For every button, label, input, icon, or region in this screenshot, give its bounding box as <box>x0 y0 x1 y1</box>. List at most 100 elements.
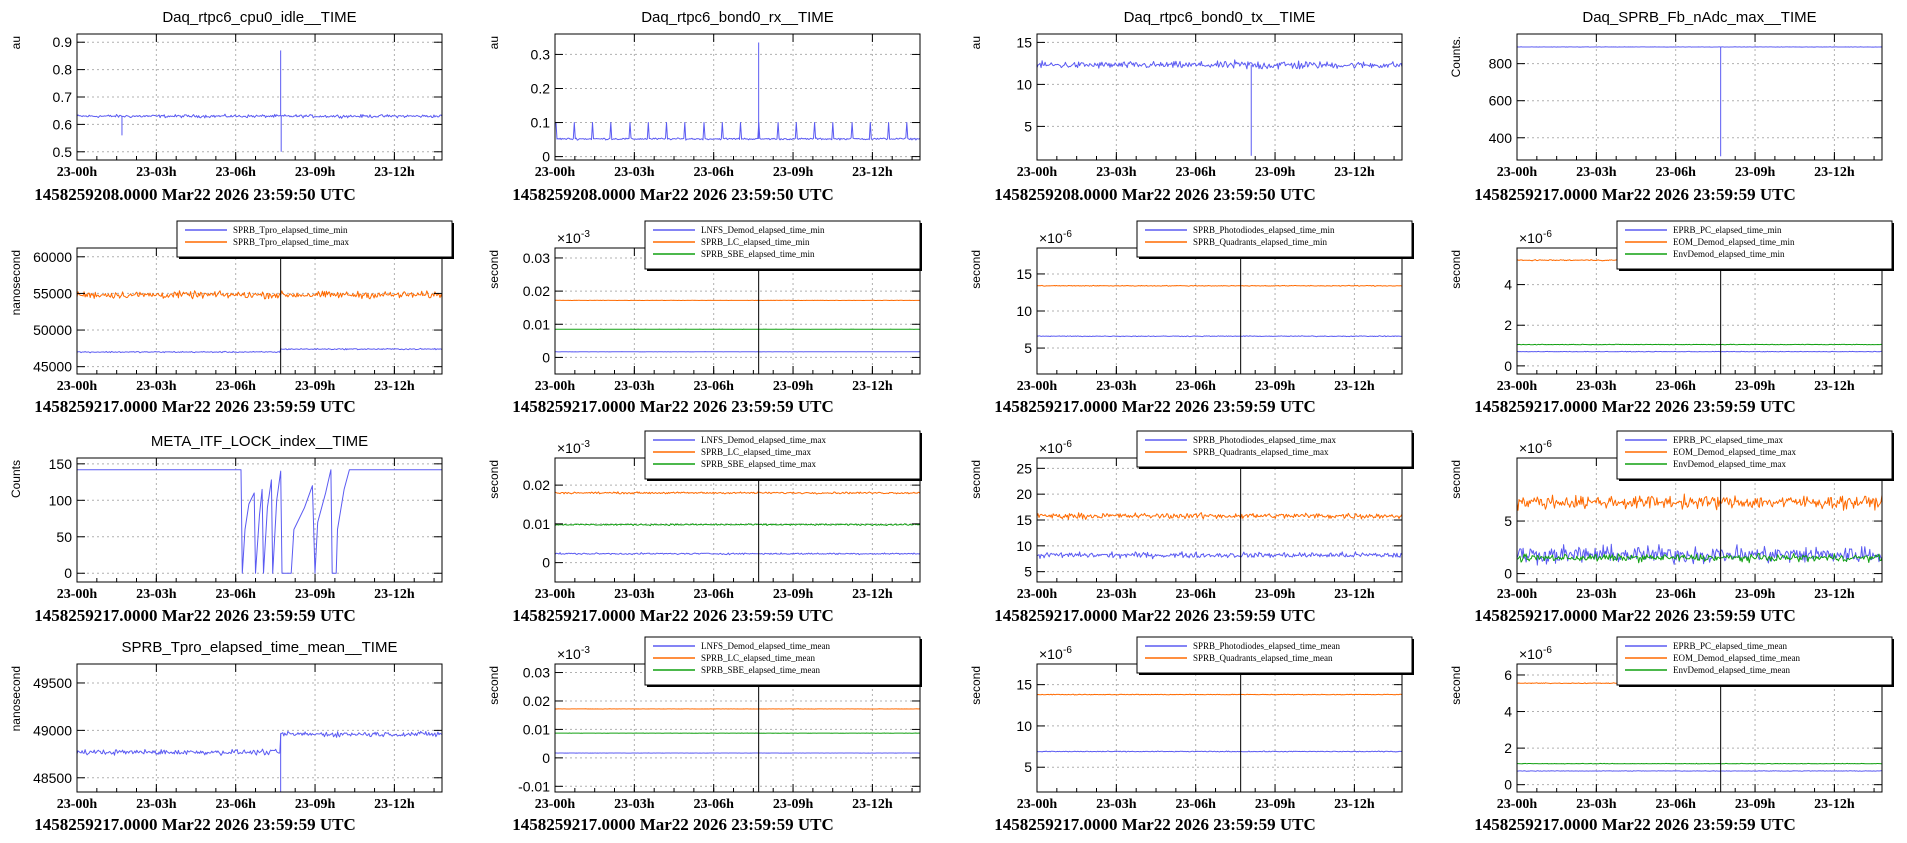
series-group <box>1517 458 1882 582</box>
legend: SPRB_Photodiodes_elapsed_time_mean SPRB_Q… <box>1136 636 1414 675</box>
legend-box <box>644 430 921 480</box>
legend-entry: SPRB_SBE_elapsed_time_max <box>701 459 817 469</box>
y-tick-label: 0.8 <box>53 62 73 78</box>
x-tick-label: 23-12h <box>374 379 415 394</box>
x-tick-label: 23-00h <box>535 165 576 180</box>
y-tick-label: 15 <box>1016 266 1032 282</box>
x-tick-label: 23-06h <box>1655 587 1696 602</box>
y-tick-label: 0 <box>542 349 550 365</box>
chart-title: META_ITF_LOCK_index__TIME <box>151 433 368 450</box>
series-line <box>77 113 442 119</box>
grid <box>554 34 920 160</box>
y-tick-label: 0.1 <box>531 115 551 131</box>
y-tick-label: 10 <box>1016 718 1032 734</box>
y-tick-label: 100 <box>49 492 73 508</box>
y-axis-label: Counts <box>9 460 23 498</box>
y-tick-label: 150 <box>49 456 73 472</box>
y-tick-label: 48500 <box>33 770 72 786</box>
y-axis-label: Counts. <box>1449 36 1463 77</box>
x-tick-label: 23-09h <box>1735 165 1776 180</box>
y-tick-label: 5 <box>1024 118 1032 134</box>
y-axis-label: au <box>9 36 23 49</box>
series-line <box>1517 493 1882 511</box>
x-tick-label: 23-00h <box>1497 379 1538 394</box>
x-tick-label: 23-06h <box>215 165 256 180</box>
legend: EPRB_PC_elapsed_time_min EOM_Demod_elapse… <box>1616 220 1894 271</box>
y-tick-label: 0.03 <box>523 665 550 681</box>
y-axis-label: au <box>487 36 501 49</box>
x-tick-label: 23-06h <box>1175 379 1216 394</box>
legend-entry: SPRB_Tpro_elapsed_time_max <box>233 237 349 247</box>
x-tick-label: 23-06h <box>1655 797 1696 812</box>
series-group <box>77 730 442 792</box>
y-exponent: ×10 <box>1519 230 1543 246</box>
series-line <box>1037 551 1402 560</box>
legend: LNFS_Demod_elapsed_time_min SPRB_LC_elaps… <box>644 220 922 271</box>
x-tick-label: 23-06h <box>693 797 734 812</box>
y-tick-label: 0 <box>542 149 550 165</box>
y-tick-label: 0 <box>64 565 72 581</box>
y-exponent-power: -6 <box>1543 645 1552 656</box>
legend-entry: EnvDemod_elapsed_time_max <box>1673 459 1786 469</box>
plot-frame <box>1036 663 1403 793</box>
y-tick-label: 800 <box>1489 56 1513 72</box>
footer-timestamp: 1458259217.0000 Mar22 2026 23:59:59 UTC <box>1474 185 1796 204</box>
grid <box>1036 34 1402 160</box>
x-tick-label: 23-00h <box>1497 165 1538 180</box>
footer-timestamp: 1458259217.0000 Mar22 2026 23:59:59 UTC <box>994 815 1316 834</box>
y-axis-label: second <box>969 250 983 289</box>
plot-frame <box>1036 33 1403 161</box>
footer-timestamp: 1458259217.0000 Mar22 2026 23:59:59 UTC <box>994 397 1316 416</box>
x-tick-label: 23-00h <box>57 379 98 394</box>
legend: SPRB_Photodiodes_elapsed_time_min SPRB_Qu… <box>1136 220 1414 259</box>
y-exponent: ×10 <box>1039 646 1063 662</box>
x-tick-label: 23-12h <box>852 797 893 812</box>
series-line <box>555 552 920 556</box>
y-tick-label: 0 <box>1504 358 1512 374</box>
y-tick-label: 60000 <box>33 249 72 265</box>
footer-timestamp: 1458259217.0000 Mar22 2026 23:59:59 UTC <box>34 606 356 625</box>
x-tick-label: 23-03h <box>1096 797 1137 812</box>
legend-entry: LNFS_Demod_elapsed_time_max <box>701 435 826 445</box>
y-tick-label: 55000 <box>33 285 72 301</box>
footer-timestamp: 1458259217.0000 Mar22 2026 23:59:59 UTC <box>1474 397 1796 416</box>
series-line <box>1517 343 1882 346</box>
legend-entry: SPRB_Quadrants_elapsed_time_max <box>1193 447 1329 457</box>
legend-entry: EPRB_PC_elapsed_time_mean <box>1673 641 1787 651</box>
x-tick-label: 23-03h <box>1576 379 1617 394</box>
y-exponent-power: -6 <box>1063 439 1072 450</box>
y-exponent: ×10 <box>1039 440 1063 456</box>
y-exponent-power: -6 <box>1063 645 1072 656</box>
series-line <box>77 347 442 354</box>
x-tick-label: 23-06h <box>1175 587 1216 602</box>
chart-title: Daq_rtpc6_bond0_rx__TIME <box>641 9 834 26</box>
y-tick-label: 45000 <box>33 359 72 375</box>
x-tick-label: 23-00h <box>535 587 576 602</box>
legend-entry: EPRB_PC_elapsed_time_min <box>1673 225 1782 235</box>
y-tick-label: 2 <box>1504 317 1512 333</box>
x-tick-label: 23-06h <box>215 379 256 394</box>
legend-entry: SPRB_Quadrants_elapsed_time_mean <box>1193 653 1333 663</box>
legend-entry: SPRB_Photodiodes_elapsed_time_mean <box>1193 641 1340 651</box>
y-exponent: ×10 <box>557 646 581 662</box>
plot-frame <box>76 457 443 583</box>
y-exponent-power: -6 <box>1543 229 1552 240</box>
x-tick-label: 23-12h <box>1814 587 1855 602</box>
y-axis-label: second <box>1449 460 1463 499</box>
legend-entry: SPRB_LC_elapsed_time_min <box>701 237 810 247</box>
x-tick-label: 23-03h <box>614 165 655 180</box>
plot-frame <box>76 247 443 375</box>
panel-p41: 23-00h 23-03h 23-06h 23-09h 23-12h 48500 49000… <box>9 639 443 834</box>
series-line <box>1037 512 1402 520</box>
y-tick-label: 0.02 <box>523 693 550 709</box>
series-group <box>1037 248 1402 374</box>
y-tick-label: 5 <box>1024 759 1032 775</box>
grid <box>76 458 442 582</box>
y-tick-label: 15 <box>1016 34 1032 50</box>
series-group <box>1037 458 1402 582</box>
y-tick-label: 10 <box>1016 76 1032 92</box>
x-tick-label: 23-00h <box>1017 587 1058 602</box>
series-line <box>77 730 442 756</box>
series-group <box>1037 59 1402 156</box>
